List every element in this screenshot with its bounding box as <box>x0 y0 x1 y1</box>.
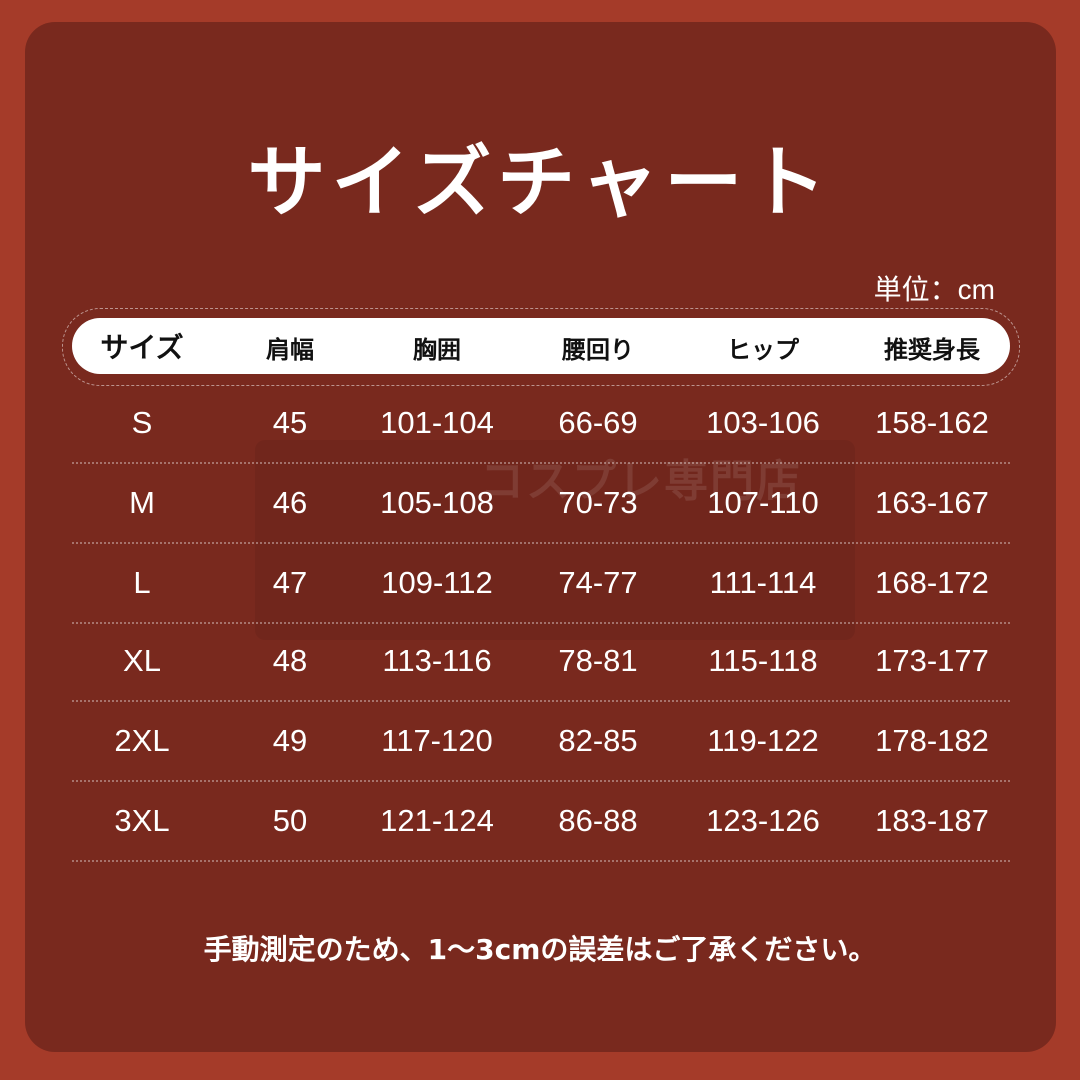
table-cell: 48 <box>272 643 308 678</box>
table-cell: M <box>129 485 155 520</box>
table-cell: 168-172 <box>875 565 989 600</box>
row-divider <box>72 860 1010 862</box>
row-divider <box>72 622 1010 624</box>
table-cell: 117-120 <box>381 723 493 758</box>
table-cell: 173-177 <box>875 643 989 678</box>
table-header <box>72 318 1010 374</box>
column-header: 胸囲 <box>413 336 461 364</box>
table-cell: 78-81 <box>558 643 638 678</box>
row-divider <box>72 780 1010 782</box>
table-cell: 70-73 <box>558 485 638 520</box>
table-cell: 109-112 <box>381 565 493 600</box>
table-cell: 111-114 <box>709 565 817 600</box>
table-cell: 119-122 <box>707 723 819 758</box>
column-header: サイズ <box>100 331 184 364</box>
row-divider <box>72 700 1010 702</box>
table-cell: 105-108 <box>380 485 494 520</box>
table-cell: 3XL <box>114 803 170 838</box>
chart-panel <box>25 22 1056 1052</box>
table-cell: 74-77 <box>558 565 638 600</box>
row-divider <box>72 462 1010 464</box>
header-border <box>62 308 1020 386</box>
table-cell: 101-104 <box>380 405 494 440</box>
table-cell: 46 <box>272 485 308 520</box>
table-cell: S <box>131 405 153 440</box>
table-cell: 107-110 <box>707 485 819 520</box>
table-cell: 66-69 <box>558 405 638 440</box>
table-cell: XL <box>123 643 161 678</box>
table-cell: 86-88 <box>558 803 638 838</box>
column-header: 腰回り <box>562 336 634 364</box>
table-cell: 82-85 <box>558 723 638 758</box>
watermark-logo <box>255 440 855 640</box>
column-header: 推奨身長 <box>884 336 980 364</box>
table-cell: 178-182 <box>875 723 989 758</box>
table-cell: 183-187 <box>875 803 989 838</box>
page-title: サイズチャート <box>247 138 833 228</box>
table-cell: 115-118 <box>708 643 818 678</box>
table-cell: 158-162 <box>875 405 989 440</box>
unit-label: 単位：cm <box>873 274 995 305</box>
column-header: ヒップ <box>727 336 799 364</box>
footnote: 手動測定のため、1～3cmの誤差はご了承ください。 <box>203 933 877 966</box>
table-cell: 113-116 <box>382 643 492 678</box>
table-cell: 2XL <box>114 723 170 758</box>
table-cell: 103-106 <box>706 405 820 440</box>
table-cell: 47 <box>272 565 308 600</box>
table-cell: L <box>133 565 151 600</box>
table-cell: 49 <box>272 723 308 758</box>
table-cell: 45 <box>272 405 308 440</box>
table-cell: 50 <box>272 803 308 838</box>
column-header: 肩幅 <box>266 336 314 364</box>
table-cell: 163-167 <box>875 485 989 520</box>
row-divider <box>72 542 1010 544</box>
table-cell: 123-126 <box>706 803 820 838</box>
table-cell: 121-124 <box>380 803 494 838</box>
watermark-text: コスプレ専門店 <box>480 456 802 507</box>
